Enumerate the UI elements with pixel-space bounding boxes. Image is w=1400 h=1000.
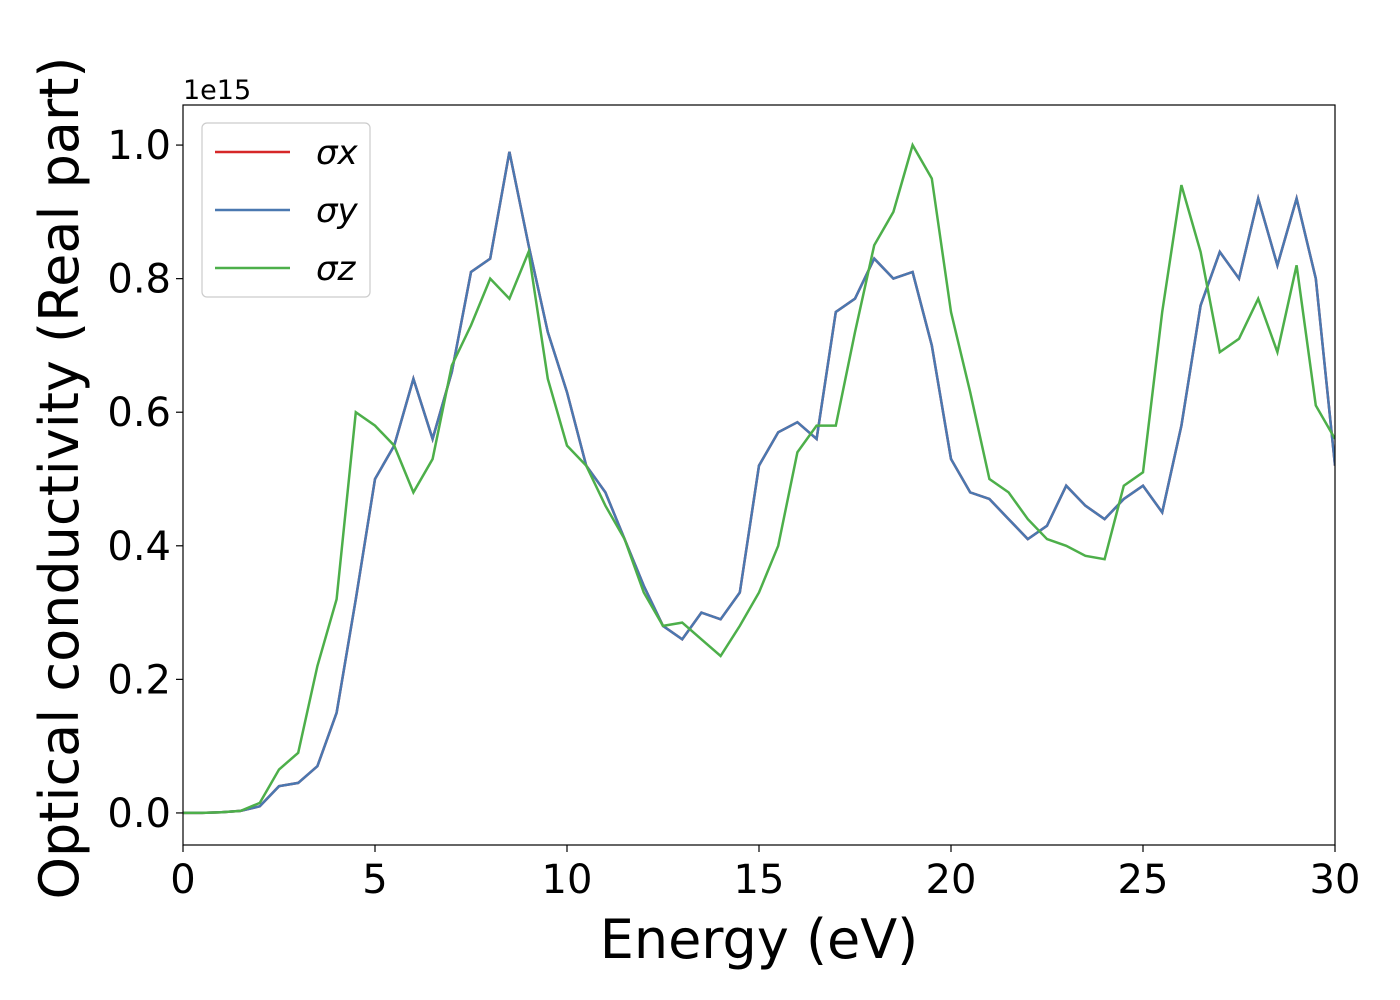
y-tick-label: 0.4	[107, 524, 171, 570]
y-axis-label: Optical conductivity (Real part)	[28, 57, 91, 900]
legend-label: σz	[316, 249, 357, 289]
y-tick-label: 0.8	[107, 257, 171, 303]
y-offset-label: 1e15	[183, 75, 251, 106]
x-tick-label: 15	[734, 857, 785, 903]
x-axis-label: Energy (eV)	[600, 908, 919, 971]
x-tick-label: 10	[542, 857, 593, 903]
y-tick-label: 0.0	[107, 791, 171, 837]
series-line	[183, 151, 1335, 815]
x-tick-label: 30	[1310, 857, 1361, 903]
legend-label: σy	[316, 191, 359, 231]
x-tick-label: 20	[926, 857, 977, 903]
x-tick-label: 5	[362, 857, 387, 903]
x-tick-label: 25	[1118, 857, 1169, 903]
y-tick-label: 1.0	[107, 123, 171, 169]
legend-label: σx	[316, 133, 359, 173]
y-tick-label: 0.6	[107, 390, 171, 436]
series-line	[183, 141, 1335, 815]
y-tick-label: 0.2	[107, 657, 171, 703]
x-tick-label: 0	[170, 857, 195, 903]
plot-frame	[182, 104, 1336, 846]
